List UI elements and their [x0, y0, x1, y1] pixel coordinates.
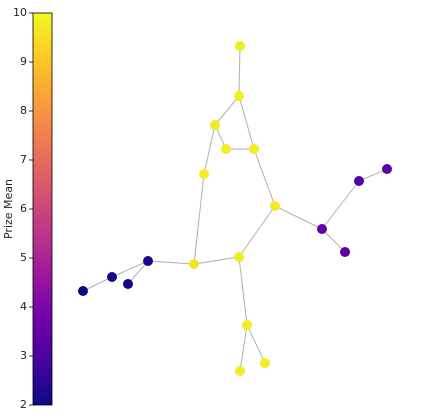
node [354, 176, 364, 186]
node [242, 320, 252, 330]
edge [253, 148, 276, 207]
y-tick-label: 7 [20, 153, 27, 166]
nodes [78, 41, 392, 376]
edge [238, 95, 255, 150]
edge [358, 168, 388, 182]
edge [147, 260, 195, 265]
node [270, 201, 280, 211]
node [249, 144, 259, 154]
edge [321, 180, 360, 230]
node [235, 41, 245, 51]
edge [238, 256, 248, 326]
edge [214, 95, 240, 126]
y-tick-label: 10 [13, 6, 27, 19]
edge [193, 173, 205, 265]
edge [238, 45, 241, 97]
y-tick-label: 2 [20, 398, 27, 411]
y-tick-label: 6 [20, 202, 27, 215]
node [317, 224, 327, 234]
node [235, 366, 245, 376]
node [260, 358, 270, 368]
edge [193, 256, 240, 265]
edge [127, 260, 149, 285]
edge [274, 205, 323, 230]
y-tick-label: 5 [20, 251, 27, 264]
node [234, 252, 244, 262]
node [234, 91, 244, 101]
node [78, 286, 88, 296]
node [107, 272, 117, 282]
edge [321, 228, 346, 253]
colorbar [32, 12, 53, 406]
node [382, 164, 392, 174]
node [123, 279, 133, 289]
edge [246, 324, 266, 364]
edge [203, 124, 216, 175]
edge [111, 260, 149, 278]
colorbar-label: Prize Mean [2, 179, 15, 239]
node [199, 169, 209, 179]
y-tick-label: 8 [20, 104, 27, 117]
y-tick-label: 9 [20, 55, 27, 68]
node [143, 256, 153, 266]
node [340, 247, 350, 257]
node [189, 259, 199, 269]
edge [238, 205, 276, 258]
node [221, 144, 231, 154]
y-tick-label: 4 [20, 300, 27, 313]
edge [82, 276, 113, 292]
node [210, 120, 220, 130]
y-tick-label: 3 [20, 349, 27, 362]
edge [239, 324, 248, 372]
